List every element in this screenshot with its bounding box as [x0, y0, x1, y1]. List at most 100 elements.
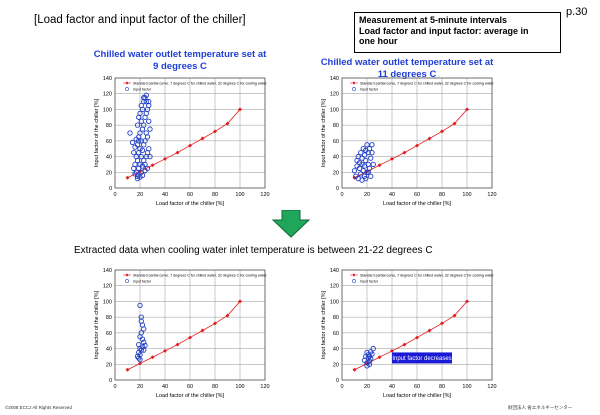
- x-tick-label: 100: [462, 192, 471, 198]
- input-factor-point: [351, 168, 358, 174]
- plot-area-border: [341, 77, 493, 189]
- input-factor-point: [127, 130, 133, 136]
- x-axis-label: Load factor of the chiller [%]: [383, 201, 452, 207]
- input-factor-point: [369, 149, 375, 156]
- x-axis-label: Load factor of the chiller [%]: [156, 393, 225, 399]
- standard-curve-point: [377, 355, 382, 360]
- input-factor-point: [134, 157, 141, 164]
- input-factor-point: [134, 122, 141, 128]
- y-tick-label: 20: [106, 362, 112, 368]
- plot-area-border: [114, 269, 266, 381]
- standard-curve-point: [150, 355, 155, 360]
- input-factor-point: [366, 146, 373, 152]
- input-factor-point: [368, 173, 374, 179]
- y-tick-label: 80: [333, 123, 339, 129]
- standard-curve-point: [415, 143, 419, 148]
- input-factor-point: [147, 126, 153, 132]
- input-factor-point: [364, 142, 370, 148]
- y-tick-label: 80: [333, 315, 339, 321]
- standard-curve-point: [188, 335, 192, 340]
- chart-1-title-line: Chilled water outlet temperature set at: [93, 49, 267, 60]
- standard-curve-line: [127, 301, 241, 371]
- input-factor-point: [370, 345, 376, 352]
- standard-curve-point: [452, 121, 457, 126]
- chart-2-title: Chilled water outlet temperature set at …: [312, 57, 502, 80]
- annotation-text: Input factor decreases: [392, 356, 451, 362]
- input-factor-point: [365, 169, 371, 175]
- y-tick-label: 100: [330, 107, 339, 113]
- input-factor-point: [138, 138, 144, 144]
- chart-2-title-line: 11 degrees C: [377, 68, 437, 80]
- note-line: Measurement at 5-minute intervals: [359, 15, 508, 25]
- input-factor-point: [356, 165, 363, 172]
- x-tick-label: 80: [212, 192, 218, 198]
- input-factor-point: [370, 161, 376, 168]
- standard-curve-point: [402, 150, 407, 155]
- input-factor-point: [358, 149, 364, 156]
- standard-curve-line: [354, 301, 468, 371]
- input-factor-point: [141, 122, 147, 128]
- y-tick-label: 0: [109, 186, 112, 192]
- standard-curve-point: [200, 136, 205, 141]
- y-tick-label: 60: [106, 139, 112, 145]
- y-tick-label: 140: [103, 76, 112, 82]
- x-tick-label: 0: [340, 384, 343, 390]
- y-tick-label: 60: [333, 331, 339, 337]
- y-tick-label: 0: [336, 378, 339, 384]
- x-axis-label: Load factor of the chiller [%]: [383, 393, 452, 399]
- x-tick-label: 20: [137, 384, 143, 390]
- chart-1-title: Chilled water outlet temperature set at …: [85, 49, 275, 72]
- y-axis-label: Input factor of the chiller [%]: [94, 290, 100, 359]
- x-tick-label: 120: [260, 384, 269, 390]
- input-factor-point: [137, 130, 143, 136]
- legend-label: Input factor: [360, 280, 379, 284]
- standard-curve-point: [415, 335, 419, 340]
- input-factor-point: [369, 142, 375, 148]
- x-tick-label: 20: [364, 384, 370, 390]
- y-tick-label: 40: [106, 155, 112, 161]
- input-factor-point: [368, 356, 374, 362]
- standard-curve-point: [213, 129, 217, 134]
- legend-diamond-swatch: [125, 81, 129, 85]
- standard-curve-point: [175, 150, 180, 155]
- input-factor-point: [368, 155, 374, 161]
- input-factor-point: [358, 171, 364, 177]
- down-arrow-shape: [272, 210, 310, 238]
- note-line: one hour: [359, 36, 398, 46]
- standard-curve-point: [125, 367, 130, 372]
- standard-curve-point: [465, 299, 469, 304]
- standard-curve-point: [427, 136, 432, 141]
- input-factor-point: [142, 138, 148, 144]
- page-number: p.30: [566, 6, 588, 18]
- input-factor-point: [139, 147, 146, 153]
- y-axis-label: Input factor of the chiller [%]: [94, 98, 100, 167]
- legend-label: Standard partial curve, 7 degrees C for …: [133, 82, 267, 86]
- y-tick-label: 20: [333, 362, 339, 368]
- legend-diamond-swatch: [125, 273, 129, 277]
- chart-4: 0 20 40 60 80 100 120 0 20 40 60 80 100 120 140 Load fa…: [321, 268, 497, 399]
- measurement-note-box: Measurement at 5-minute intervals Load f…: [354, 12, 561, 53]
- y-tick-label: 120: [103, 92, 112, 98]
- chart-2-title-line: Chilled water outlet temperature set at: [320, 57, 494, 68]
- input-factor-point: [361, 152, 368, 158]
- standard-curve-point: [390, 348, 394, 353]
- x-tick-label: 100: [235, 192, 244, 198]
- x-tick-label: 40: [389, 384, 395, 390]
- down-arrow-icon: [272, 210, 310, 238]
- y-tick-label: 100: [103, 107, 112, 113]
- y-tick-label: 80: [106, 315, 112, 321]
- input-factor-point: [138, 314, 144, 320]
- x-tick-label: 100: [462, 384, 471, 390]
- y-tick-label: 120: [103, 284, 112, 290]
- input-factor-point: [146, 102, 152, 109]
- input-factor-point: [141, 347, 147, 353]
- y-tick-label: 80: [106, 123, 112, 129]
- y-tick-label: 100: [103, 299, 112, 305]
- standard-curve-point: [200, 328, 205, 333]
- y-axis-label: Input factor of the chiller [%]: [321, 290, 327, 359]
- organization-footer: 財団法人 省エネルギーセンター: [508, 405, 573, 410]
- input-factor-point: [146, 118, 152, 124]
- standard-curve-point: [213, 321, 217, 326]
- plot-area-border: [341, 269, 493, 381]
- standard-curve-point: [163, 348, 167, 353]
